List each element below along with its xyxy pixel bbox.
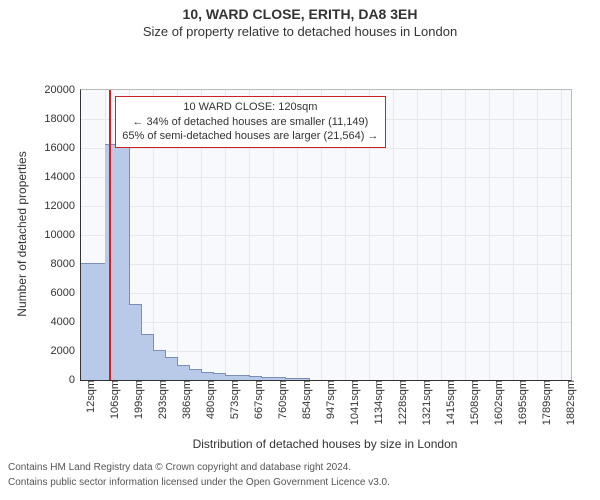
- x-axis-label: Distribution of detached houses by size …: [193, 437, 458, 451]
- y-tick-label: 2000: [51, 345, 81, 357]
- x-tick-label: 1321sqm: [417, 380, 433, 425]
- annotation-line: ← 34% of detached houses are smaller (11…: [122, 115, 378, 130]
- x-tick-label: 573sqm: [225, 380, 241, 419]
- y-tick-label: 6000: [51, 287, 81, 299]
- y-tick-label: 12000: [44, 200, 81, 212]
- footer-attribution-2: Contains public sector information licen…: [0, 474, 600, 489]
- gridline-v: [561, 90, 562, 380]
- gridline-h: [81, 235, 571, 236]
- annotation-box: 10 WARD CLOSE: 120sqm← 34% of detached h…: [115, 96, 385, 149]
- x-tick-label: 106sqm: [105, 380, 121, 419]
- x-tick-label: 947sqm: [321, 380, 337, 419]
- x-tick-label: 199sqm: [129, 380, 145, 419]
- x-tick-label: 1602sqm: [489, 380, 505, 425]
- x-tick-label: 760sqm: [273, 380, 289, 419]
- histogram-bar: [297, 378, 310, 380]
- annotation-line: 65% of semi-detached houses are larger (…: [122, 129, 378, 144]
- x-tick-label: 1695sqm: [513, 380, 529, 425]
- page-subtitle: Size of property relative to detached ho…: [0, 22, 600, 39]
- plot-area: 0200040006000800010000120001400016000180…: [80, 89, 572, 381]
- y-tick-label: 16000: [44, 142, 81, 154]
- y-tick-label: 20000: [44, 84, 81, 96]
- y-tick-label: 18000: [44, 113, 81, 125]
- x-tick-label: 12sqm: [81, 380, 97, 413]
- x-tick-label: 1789sqm: [537, 380, 553, 425]
- gridline-v: [441, 90, 442, 380]
- x-tick-label: 1508sqm: [465, 380, 481, 425]
- x-tick-label: 1882sqm: [561, 380, 577, 425]
- chart-container: 0 2000 4000 6000 8000 10000 12000 14000 16000 180…: [0, 39, 600, 459]
- gridline-v: [489, 90, 490, 380]
- page-title: 10, WARD CLOSE, ERITH, DA8 3EH: [0, 0, 600, 22]
- x-tick-label: 1134sqm: [369, 380, 385, 424]
- x-tick-label: 386sqm: [177, 380, 193, 419]
- gridline-v: [513, 90, 514, 380]
- gridline-v: [417, 90, 418, 380]
- x-tick-label: 1228sqm: [393, 380, 409, 425]
- property-marker-line: [109, 90, 111, 380]
- gridline-h: [81, 206, 571, 207]
- y-tick-label: 0: [69, 374, 81, 386]
- y-tick-label: 4000: [51, 316, 81, 328]
- gridline-h: [81, 322, 571, 323]
- gridline-v: [537, 90, 538, 380]
- gridline-h: [81, 264, 571, 265]
- gridline-h: [81, 177, 571, 178]
- x-tick-label: 1041sqm: [345, 380, 361, 425]
- annotation-line: 10 WARD CLOSE: 120sqm: [122, 100, 378, 115]
- y-axis-label: Number of detached properties: [15, 151, 29, 316]
- x-tick-label: 1415sqm: [441, 380, 457, 425]
- x-tick-label: 293sqm: [153, 380, 169, 419]
- x-tick-label: 854sqm: [297, 380, 313, 419]
- y-tick-label: 10000: [44, 229, 81, 241]
- footer-attribution-1: Contains HM Land Registry data © Crown c…: [0, 459, 600, 474]
- histogram-bar: [81, 263, 106, 380]
- x-tick-label: 667sqm: [249, 380, 265, 419]
- gridline-v: [465, 90, 466, 380]
- y-tick-label: 14000: [44, 171, 81, 183]
- gridline-h: [81, 293, 571, 294]
- y-tick-label: 8000: [51, 258, 81, 270]
- x-tick-label: 480sqm: [201, 380, 217, 419]
- gridline-v: [393, 90, 394, 380]
